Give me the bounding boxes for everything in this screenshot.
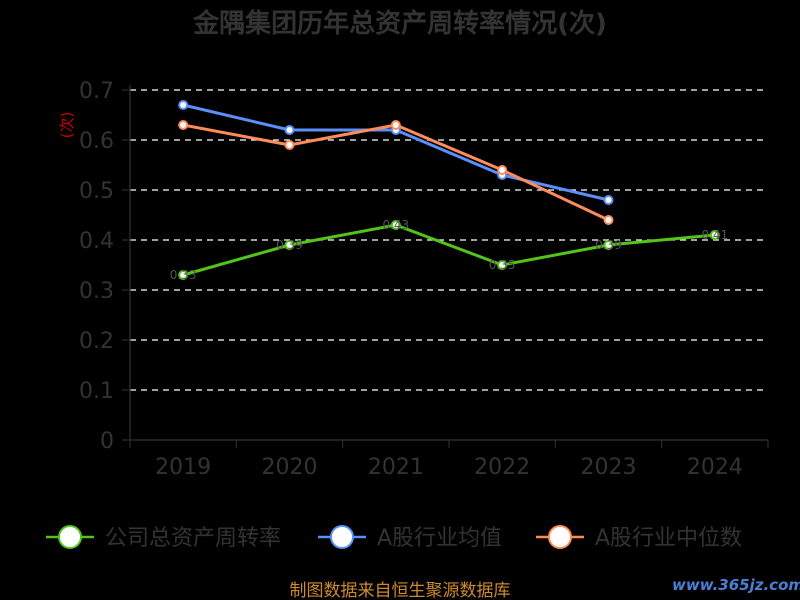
chart-title: 金隅集团历年总资产周转率情况(次): [192, 8, 607, 39]
y-axis-label: (次): [58, 112, 76, 139]
source-note: 制图数据来自恒生聚源数据库: [290, 581, 511, 600]
x-axis-ticks: 2019 2020 2021 2022 2023 2024: [129, 440, 769, 480]
series-group: 0.33 0.39 0.43 0.35 0.39 0.41: [170, 100, 728, 282]
y-tick-label: 0: [100, 429, 114, 454]
x-tick-label: 2024: [687, 455, 743, 480]
data-point: [497, 260, 508, 270]
data-point: [603, 240, 614, 250]
y-tick-label: 0.6: [79, 129, 114, 154]
data-point: [603, 195, 614, 205]
series-line: [182, 223, 715, 277]
x-tick-label: 2022: [474, 455, 530, 480]
x-tick-label: 2019: [155, 455, 211, 480]
y-tick-label: 0.5: [79, 179, 114, 204]
legend-label: A股行业中位数: [595, 526, 742, 551]
data-label: 0.39: [595, 238, 622, 252]
data-point: [178, 120, 189, 130]
data-point: [178, 270, 189, 280]
data-label: 0.43: [382, 218, 409, 232]
legend-swatch-marker: [330, 525, 354, 549]
legend-swatch-marker: [58, 525, 82, 549]
data-point: [390, 220, 401, 230]
legend: 公司总资产周转率 A股行业均值 A股行业中位数: [46, 525, 742, 551]
data-point: [284, 240, 295, 250]
data-point: [284, 125, 295, 135]
y-axis-ticks: 0 0.1 0.2 0.3 0.4 0.5 0.6 0.7: [79, 79, 130, 454]
y-tick-label: 0.7: [79, 79, 114, 104]
series-line: [182, 123, 610, 222]
legend-swatch-marker: [548, 525, 572, 549]
x-tick-label: 2020: [262, 455, 318, 480]
data-label: 0.35: [489, 258, 516, 272]
data-point: [390, 120, 401, 130]
x-tick-label: 2023: [581, 455, 637, 480]
data-point: [497, 165, 508, 175]
data-point: [709, 230, 720, 240]
y-tick-label: 0.2: [79, 329, 114, 354]
data-label: 0.33: [170, 268, 197, 282]
watermark: www.365jz.com: [672, 576, 800, 594]
data-point: [284, 140, 295, 150]
legend-label: 公司总资产周转率: [105, 526, 281, 551]
legend-label: A股行业均值: [377, 526, 502, 551]
data-label: 0.39: [276, 238, 303, 252]
y-tick-label: 0.4: [79, 229, 114, 254]
data-label: 0.41: [701, 228, 728, 242]
data-point: [603, 215, 614, 225]
y-tick-label: 0.1: [79, 379, 114, 404]
y-tick-label: 0.3: [79, 279, 114, 304]
x-tick-label: 2021: [368, 455, 424, 480]
data-point: [178, 100, 189, 110]
series-line: [182, 103, 609, 202]
